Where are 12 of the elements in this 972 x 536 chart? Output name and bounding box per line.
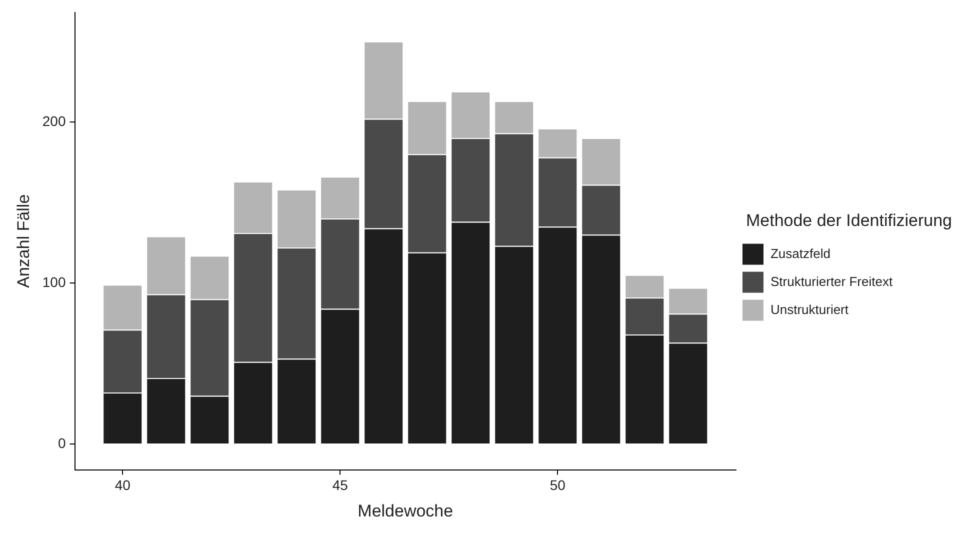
legend-label: Unstrukturiert — [770, 302, 849, 317]
legend-title: Methode der Identifizierung — [746, 210, 952, 230]
legend-label: Zusatzfeld — [770, 246, 830, 261]
y-tick-label: 100 — [42, 274, 66, 290]
y-tick-label: 0 — [58, 434, 66, 451]
x-tick-label: 40 — [114, 477, 131, 494]
x-tick-label: 45 — [332, 477, 348, 494]
y-axis-title: Anzahl Fälle — [14, 194, 33, 288]
legend-label: Strukturierter Freitext — [770, 274, 893, 289]
x-tick-label: 50 — [550, 477, 566, 494]
y-tick-label: 200 — [42, 112, 66, 129]
x-axis-title: Meldewoche — [358, 501, 454, 520]
